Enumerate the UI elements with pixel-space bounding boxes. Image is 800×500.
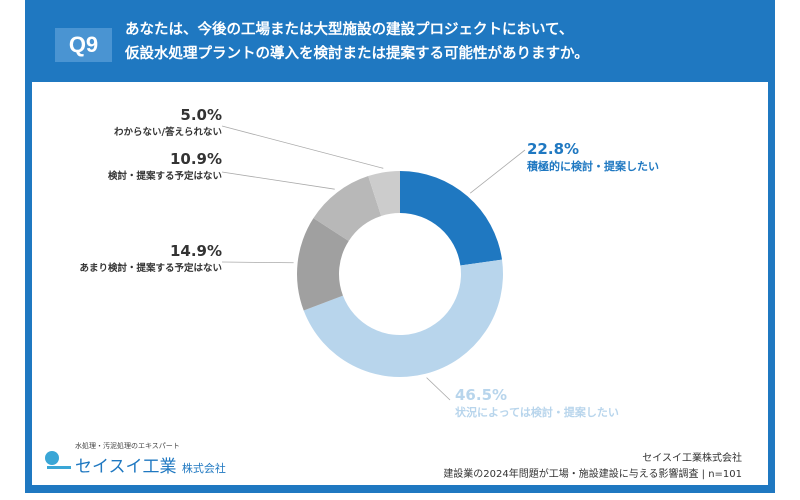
donut-slice-1 [303,259,503,377]
question-text: あなたは、今後の工場または大型施設の建設プロジェクトにおいて、 仮設水処理プラン… [125,18,589,66]
question-line-1: あなたは、今後の工場または大型施設の建設プロジェクトにおいて、 [125,22,574,38]
leader-line-2 [221,261,294,264]
question-line-2: 仮設水処理プラントの導入を検討または提案する可能性がありますか。 [125,46,589,62]
label-slice-4: 5.0% わからない/答えられない [114,106,222,138]
slice-3-value: 10.9% [169,150,222,168]
logo-tagline: 水処理・汚泥処理のエキスパート [75,442,180,450]
source-company: セイスイ工業株式会社 [642,453,742,464]
logo-name: セイスイ工業 株式会社 [75,452,226,477]
donut-slice-3 [313,176,382,241]
slice-4-label: わからない/答えられない [114,127,222,138]
slice-2-label: あまり検討・提案する予定はない [79,263,222,274]
label-slice-1: 46.5% 状況によっては検討・提案したい [455,386,619,420]
slice-2-value: 14.9% [169,242,222,260]
label-slice-3: 10.9% 検討・提案する予定はない [108,150,222,182]
donut-slice-0 [400,171,502,266]
slice-0-label: 積極的に検討・提案したい [527,160,659,173]
chart-panel [32,82,768,485]
label-slice-0: 22.8% 積極的に検討・提案したい [527,140,659,174]
source-survey: 建設業の2024年問題が工場・施設建設に与える影響調査 | n=101 [443,469,742,480]
label-slice-2: 14.9% あまり検討・提案する予定はない [79,242,222,274]
slice-1-label: 状況によっては検討・提案したい [455,406,619,419]
donut-slice-2 [297,218,349,311]
logo-suffix: 株式会社 [181,462,226,475]
slice-4-value: 5.0% [180,106,222,124]
question-badge: Q9 [55,28,112,62]
leader-line-4 [221,125,384,169]
donut-slice-4 [368,171,400,216]
slice-1-value: 46.5% [455,386,508,404]
source-note: セイスイ工業株式会社 建設業の2024年問題が工場・施設建設に与える影響調査 |… [443,451,742,483]
slice-3-label: 検討・提案する予定はない [107,171,222,182]
leader-line-3 [221,171,335,190]
leader-line-1 [426,377,451,401]
slice-0-value: 22.8% [527,140,580,158]
logo-name-text: セイスイ工業 [75,457,177,477]
leader-line-0 [469,149,526,194]
